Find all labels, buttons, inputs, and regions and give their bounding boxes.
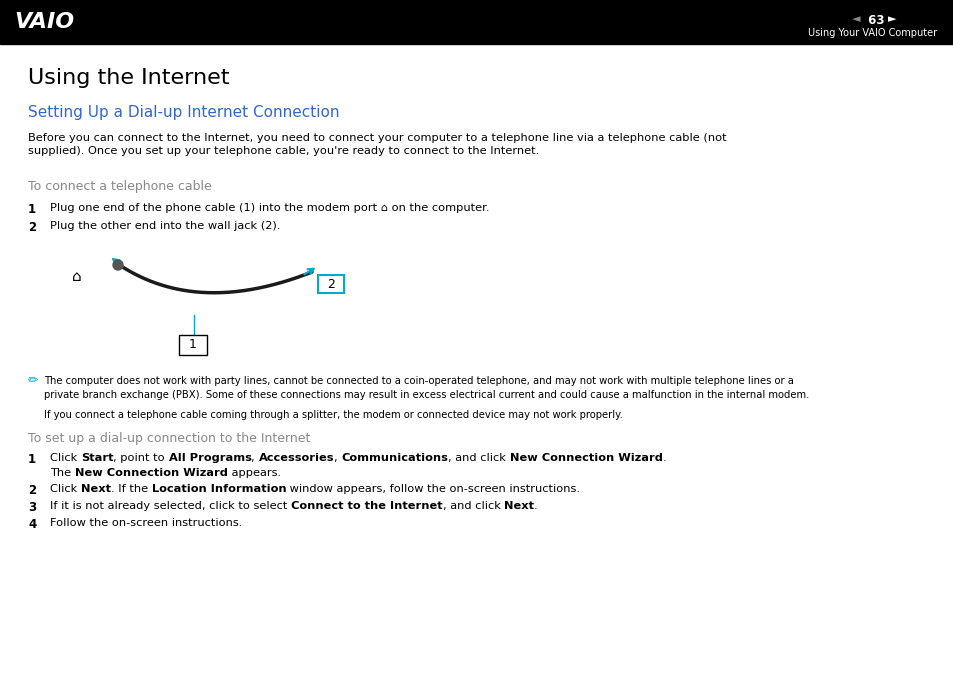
Text: 2: 2: [28, 221, 36, 234]
Text: Next: Next: [503, 501, 534, 511]
Text: window appears, follow the on-screen instructions.: window appears, follow the on-screen ins…: [286, 484, 579, 494]
Text: .: .: [534, 501, 537, 511]
Text: appears.: appears.: [228, 468, 280, 478]
Text: Setting Up a Dial-up Internet Connection: Setting Up a Dial-up Internet Connection: [28, 105, 339, 120]
Text: Plug the other end into the wall jack (2).: Plug the other end into the wall jack (2…: [50, 221, 280, 231]
Text: New Connection Wizard: New Connection Wizard: [74, 468, 228, 478]
Text: If you connect a telephone cable coming through a splitter, the modem or connect: If you connect a telephone cable coming …: [44, 410, 622, 420]
Text: VAIO: VAIO: [14, 12, 74, 32]
Text: Using the Internet: Using the Internet: [28, 68, 230, 88]
Text: Click: Click: [50, 453, 81, 463]
Text: 1: 1: [189, 338, 196, 352]
Text: ◄: ◄: [851, 14, 860, 24]
Text: 1: 1: [28, 453, 36, 466]
Text: Follow the on-screen instructions.: Follow the on-screen instructions.: [50, 518, 242, 528]
Text: . If the: . If the: [111, 484, 152, 494]
Text: Using Your VAIO Computer: Using Your VAIO Computer: [807, 28, 936, 38]
Text: 63: 63: [863, 14, 887, 27]
Text: 4: 4: [28, 518, 36, 531]
Bar: [0, 0, 953, 44]
Text: Plug one end of the phone cable (1) into the modem port ⌂ on the computer.: Plug one end of the phone cable (1) into…: [50, 203, 489, 213]
Text: Click: Click: [50, 484, 81, 494]
Text: To connect a telephone cable: To connect a telephone cable: [28, 180, 212, 193]
Text: 2: 2: [28, 484, 36, 497]
Text: If it is not already selected, click to select: If it is not already selected, click to …: [50, 501, 291, 511]
Text: Connect to the Internet: Connect to the Internet: [291, 501, 442, 511]
Text: Before you can connect to the Internet, you need to connect your computer to a t: Before you can connect to the Internet, …: [28, 133, 726, 156]
Text: , and click: , and click: [442, 501, 503, 511]
Text: ⌂: ⌂: [71, 269, 82, 284]
Text: Start: Start: [81, 453, 113, 463]
Text: .: .: [662, 453, 666, 463]
Text: Accessories: Accessories: [258, 453, 334, 463]
Text: To set up a dial-up connection to the Internet: To set up a dial-up connection to the In…: [28, 432, 310, 445]
Text: Location Information: Location Information: [152, 484, 286, 494]
Text: ►: ►: [887, 14, 896, 24]
Circle shape: [112, 260, 123, 270]
Text: , point to: , point to: [113, 453, 169, 463]
Text: ✏: ✏: [28, 374, 38, 387]
Text: 2: 2: [327, 278, 335, 290]
Text: ,: ,: [334, 453, 341, 463]
Text: 3: 3: [28, 501, 36, 514]
Text: The: The: [50, 468, 74, 478]
Text: Communications: Communications: [341, 453, 448, 463]
Text: 1: 1: [28, 203, 36, 216]
Text: Next: Next: [81, 484, 111, 494]
Text: The computer does not work with party lines, cannot be connected to a coin-opera: The computer does not work with party li…: [44, 376, 808, 400]
Text: ,: ,: [252, 453, 258, 463]
Bar: [179, 335, 207, 355]
Text: All Programs: All Programs: [169, 453, 252, 463]
Text: , and click: , and click: [448, 453, 509, 463]
Bar: [317, 275, 344, 293]
Text: New Connection Wizard: New Connection Wizard: [509, 453, 662, 463]
